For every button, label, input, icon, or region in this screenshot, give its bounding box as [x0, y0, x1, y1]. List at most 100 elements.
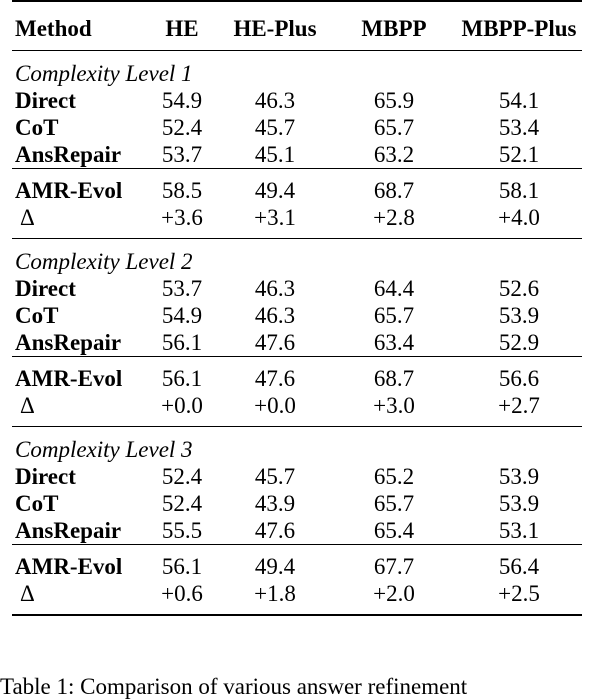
value-cell: +0.6: [161, 581, 203, 606]
value-cell: 56.6: [498, 366, 540, 391]
value-cell: 54.9: [161, 303, 203, 328]
value-cell: 56.1: [161, 554, 203, 579]
value-cell: 53.4: [498, 115, 540, 140]
method-cell: AnsRepair: [15, 518, 122, 543]
value-cell: +2.5: [498, 581, 540, 606]
table-row: Direct 53.7 46.3 64.4 52.6: [12, 275, 582, 302]
value-cell: 47.6: [254, 366, 296, 391]
complexity-level-row: Complexity Level 1: [12, 51, 582, 88]
table-caption: Table 1: Comparison of various answer re…: [0, 674, 468, 699]
value-cell: 68.7: [373, 178, 415, 203]
value-cell: 63.2: [373, 142, 415, 167]
value-cell: 47.6: [254, 330, 296, 355]
value-cell: 65.7: [373, 115, 415, 140]
value-cell: +2.0: [373, 581, 415, 606]
method-cell: AnsRepair: [15, 330, 122, 355]
value-cell: 67.7: [373, 554, 415, 579]
amr-evol-row: AMR-Evol 58.5 49.4 68.7 58.1: [12, 168, 582, 205]
value-cell: 53.1: [498, 518, 540, 543]
value-cell: 53.9: [498, 303, 540, 328]
table-row: AnsRepair 53.7 45.1 63.2 52.1: [12, 141, 582, 169]
complexity-level-label: Complexity Level 2: [15, 249, 193, 274]
value-cell: 65.7: [373, 491, 415, 516]
value-cell: +4.0: [498, 205, 540, 230]
method-cell: Δ: [20, 393, 35, 418]
value-cell: 54.1: [498, 88, 540, 113]
method-cell: AMR-Evol: [15, 366, 123, 391]
value-cell: 63.4: [373, 330, 415, 355]
value-cell: +1.8: [254, 581, 296, 606]
delta-row: Δ +3.6 +3.1 +2.8 +4.0: [12, 204, 582, 239]
value-cell: 43.9: [254, 491, 296, 516]
value-cell: 55.5: [161, 518, 203, 543]
value-cell: 49.4: [254, 554, 296, 579]
value-cell: 52.4: [161, 464, 203, 489]
value-cell: 56.4: [498, 554, 540, 579]
header-mbpp-plus: MBPP-Plus: [461, 15, 577, 41]
value-cell: 46.3: [254, 88, 296, 113]
method-cell: Direct: [15, 88, 76, 113]
table-body: Complexity Level 1 Direct 54.9 46.3 65.9 54.1…: [12, 51, 582, 615]
value-cell: 53.9: [498, 464, 540, 489]
value-cell: 45.7: [254, 464, 296, 489]
table-row: CoT 54.9 46.3 65.7 53.9: [12, 302, 582, 329]
value-cell: 68.7: [373, 366, 415, 391]
value-cell: +3.1: [254, 205, 296, 230]
table-header-row: Method HE HE-Plus MBPP MBPP-Plus: [12, 1, 582, 51]
value-cell: 53.7: [161, 142, 203, 167]
results-table: Method HE HE-Plus MBPP MBPP-Plus Complex…: [12, 0, 582, 616]
method-cell: Δ: [20, 581, 35, 606]
value-cell: 52.4: [161, 115, 203, 140]
value-cell: 64.4: [373, 276, 415, 301]
value-cell: +0.0: [254, 393, 296, 418]
complexity-level-row: Complexity Level 3: [12, 426, 582, 464]
method-cell: CoT: [15, 303, 59, 328]
header-mbpp: MBPP: [361, 15, 427, 41]
header-he: HE: [165, 15, 199, 41]
complexity-level-label: Complexity Level 1: [15, 61, 193, 86]
value-cell: 52.1: [498, 142, 540, 167]
value-cell: 52.9: [498, 330, 540, 355]
method-cell: AMR-Evol: [15, 178, 123, 203]
amr-evol-row: AMR-Evol 56.1 49.4 67.7 56.4: [12, 544, 582, 581]
value-cell: 45.1: [254, 142, 296, 167]
value-cell: 65.7: [373, 303, 415, 328]
value-cell: 49.4: [254, 178, 296, 203]
header-he-plus: HE-Plus: [233, 15, 317, 41]
method-cell: CoT: [15, 491, 59, 516]
table-row: CoT 52.4 45.7 65.7 53.4: [12, 114, 582, 141]
method-cell: Direct: [15, 276, 76, 301]
value-cell: 45.7: [254, 115, 296, 140]
table-row: Direct 54.9 46.3 65.9 54.1: [12, 87, 582, 114]
value-cell: 52.4: [161, 491, 203, 516]
method-cell: Δ: [20, 205, 35, 230]
delta-row: Δ +0.6 +1.8 +2.0 +2.5: [12, 580, 582, 615]
value-cell: +2.8: [373, 205, 415, 230]
delta-row: Δ +0.0 +0.0 +3.0 +2.7: [12, 392, 582, 427]
value-cell: 52.6: [498, 276, 540, 301]
table-row: AnsRepair 55.5 47.6 65.4 53.1: [12, 517, 582, 545]
value-cell: 65.4: [373, 518, 415, 543]
value-cell: 53.9: [498, 491, 540, 516]
table-row: CoT 52.4 43.9 65.7 53.9: [12, 490, 582, 517]
complexity-level-label: Complexity Level 3: [15, 437, 193, 462]
value-cell: +2.7: [498, 393, 540, 418]
method-cell: AnsRepair: [15, 142, 122, 167]
value-cell: 58.5: [161, 178, 203, 203]
amr-evol-row: AMR-Evol 56.1 47.6 68.7 56.6: [12, 356, 582, 393]
value-cell: 53.7: [161, 276, 203, 301]
value-cell: 46.3: [254, 303, 296, 328]
value-cell: 54.9: [161, 88, 203, 113]
method-cell: AMR-Evol: [15, 554, 123, 579]
results-table-container: Method HE HE-Plus MBPP MBPP-Plus Complex…: [12, 0, 582, 616]
header-method: Method: [15, 15, 92, 41]
value-cell: +3.6: [161, 205, 203, 230]
complexity-level-row: Complexity Level 2: [12, 238, 582, 276]
value-cell: 47.6: [254, 518, 296, 543]
value-cell: 46.3: [254, 276, 296, 301]
value-cell: +0.0: [161, 393, 203, 418]
value-cell: +3.0: [373, 393, 415, 418]
value-cell: 58.1: [498, 178, 540, 203]
value-cell: 56.1: [161, 366, 203, 391]
table-row: Direct 52.4 45.7 65.2 53.9: [12, 463, 582, 490]
